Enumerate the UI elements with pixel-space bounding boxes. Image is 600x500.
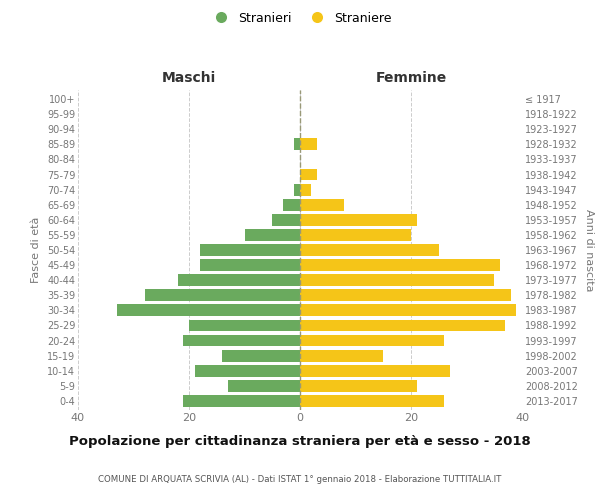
- Y-axis label: Fasce di età: Fasce di età: [31, 217, 41, 283]
- Bar: [300, 274, 494, 286]
- Bar: [300, 365, 450, 376]
- Bar: [300, 350, 383, 362]
- Bar: [184, 395, 300, 407]
- Bar: [194, 365, 300, 376]
- Bar: [228, 380, 300, 392]
- Bar: [283, 199, 300, 210]
- Bar: [295, 138, 300, 150]
- Y-axis label: Anni di nascita: Anni di nascita: [584, 209, 595, 291]
- Bar: [300, 395, 445, 407]
- Bar: [300, 320, 505, 332]
- Bar: [300, 244, 439, 256]
- Bar: [117, 304, 300, 316]
- Bar: [300, 259, 500, 271]
- Bar: [300, 290, 511, 301]
- Bar: [178, 274, 300, 286]
- Bar: [145, 290, 300, 301]
- Bar: [245, 229, 300, 241]
- Text: Maschi: Maschi: [162, 71, 216, 85]
- Bar: [184, 334, 300, 346]
- Bar: [189, 320, 300, 332]
- Bar: [300, 168, 317, 180]
- Text: Femmine: Femmine: [376, 71, 446, 85]
- Bar: [300, 184, 311, 196]
- Bar: [200, 259, 300, 271]
- Text: COMUNE DI ARQUATA SCRIVIA (AL) - Dati ISTAT 1° gennaio 2018 - Elaborazione TUTTI: COMUNE DI ARQUATA SCRIVIA (AL) - Dati IS…: [98, 475, 502, 484]
- Bar: [300, 199, 344, 210]
- Bar: [223, 350, 300, 362]
- Text: Popolazione per cittadinanza straniera per età e sesso - 2018: Popolazione per cittadinanza straniera p…: [69, 435, 531, 448]
- Bar: [300, 214, 416, 226]
- Bar: [200, 244, 300, 256]
- Bar: [300, 304, 517, 316]
- Legend: Stranieri, Straniere: Stranieri, Straniere: [203, 6, 397, 30]
- Bar: [300, 229, 411, 241]
- Bar: [300, 380, 416, 392]
- Bar: [272, 214, 300, 226]
- Bar: [295, 184, 300, 196]
- Bar: [300, 138, 317, 150]
- Bar: [300, 334, 445, 346]
